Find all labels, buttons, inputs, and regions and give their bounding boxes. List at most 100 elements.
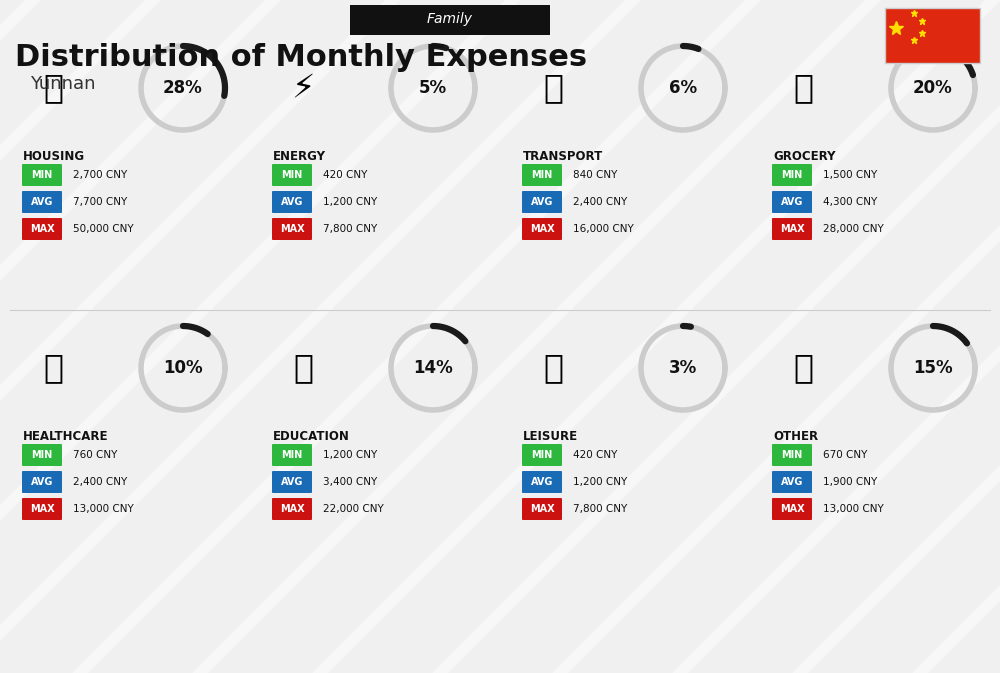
Text: 16,000 CNY: 16,000 CNY	[573, 224, 634, 234]
Text: AVG: AVG	[281, 197, 303, 207]
FancyBboxPatch shape	[522, 164, 562, 186]
Text: 💰: 💰	[793, 351, 813, 384]
Text: 2,400 CNY: 2,400 CNY	[573, 197, 627, 207]
Text: MAX: MAX	[780, 504, 804, 514]
Text: 13,000 CNY: 13,000 CNY	[73, 504, 134, 514]
FancyBboxPatch shape	[522, 471, 562, 493]
FancyBboxPatch shape	[772, 498, 812, 520]
Text: TRANSPORT: TRANSPORT	[523, 150, 603, 163]
Text: MIN: MIN	[31, 170, 53, 180]
FancyBboxPatch shape	[22, 444, 62, 466]
Text: MIN: MIN	[781, 170, 803, 180]
Text: ⚡: ⚡	[291, 71, 315, 104]
Text: 7,800 CNY: 7,800 CNY	[573, 504, 627, 514]
Text: 22,000 CNY: 22,000 CNY	[323, 504, 384, 514]
Text: 7,700 CNY: 7,700 CNY	[73, 197, 127, 207]
Text: 4,300 CNY: 4,300 CNY	[823, 197, 877, 207]
Text: 🏥: 🏥	[43, 351, 63, 384]
Text: MIN: MIN	[531, 450, 553, 460]
Text: 420 CNY: 420 CNY	[573, 450, 617, 460]
Text: 1,200 CNY: 1,200 CNY	[573, 477, 627, 487]
Text: 3%: 3%	[669, 359, 697, 377]
Text: 5%: 5%	[419, 79, 447, 97]
Text: 1,200 CNY: 1,200 CNY	[323, 197, 377, 207]
Text: AVG: AVG	[31, 477, 53, 487]
Text: 420 CNY: 420 CNY	[323, 170, 367, 180]
Text: MAX: MAX	[30, 224, 54, 234]
Text: MAX: MAX	[280, 504, 304, 514]
Text: GROCERY: GROCERY	[773, 150, 836, 163]
FancyBboxPatch shape	[772, 191, 812, 213]
Text: 14%: 14%	[413, 359, 453, 377]
Text: 7,800 CNY: 7,800 CNY	[323, 224, 377, 234]
Text: HEALTHCARE: HEALTHCARE	[23, 430, 108, 443]
Text: AVG: AVG	[531, 197, 553, 207]
Text: AVG: AVG	[531, 477, 553, 487]
Text: 1,200 CNY: 1,200 CNY	[323, 450, 377, 460]
Text: 2,700 CNY: 2,700 CNY	[73, 170, 127, 180]
Text: 🏢: 🏢	[43, 71, 63, 104]
Text: 1,500 CNY: 1,500 CNY	[823, 170, 877, 180]
FancyBboxPatch shape	[772, 444, 812, 466]
FancyBboxPatch shape	[272, 471, 312, 493]
Text: 🛍: 🛍	[543, 351, 563, 384]
FancyBboxPatch shape	[272, 218, 312, 240]
FancyBboxPatch shape	[22, 191, 62, 213]
Text: 13,000 CNY: 13,000 CNY	[823, 504, 884, 514]
Text: 28%: 28%	[163, 79, 203, 97]
Text: 2,400 CNY: 2,400 CNY	[73, 477, 127, 487]
Text: 🚌: 🚌	[543, 71, 563, 104]
Text: AVG: AVG	[281, 477, 303, 487]
Text: OTHER: OTHER	[773, 430, 818, 443]
FancyBboxPatch shape	[22, 218, 62, 240]
Text: Distribution of Monthly Expenses: Distribution of Monthly Expenses	[15, 43, 587, 72]
FancyBboxPatch shape	[272, 164, 312, 186]
Text: Yunnan: Yunnan	[30, 75, 96, 93]
FancyBboxPatch shape	[22, 471, 62, 493]
FancyBboxPatch shape	[522, 191, 562, 213]
FancyBboxPatch shape	[522, 498, 562, 520]
FancyBboxPatch shape	[772, 164, 812, 186]
Text: MIN: MIN	[781, 450, 803, 460]
Text: 1,900 CNY: 1,900 CNY	[823, 477, 877, 487]
Text: AVG: AVG	[31, 197, 53, 207]
Text: 15%: 15%	[913, 359, 953, 377]
Text: 🛒: 🛒	[793, 71, 813, 104]
Text: MAX: MAX	[530, 224, 554, 234]
Text: 🎓: 🎓	[293, 351, 313, 384]
Text: MAX: MAX	[530, 504, 554, 514]
Text: AVG: AVG	[781, 477, 803, 487]
Text: Family: Family	[427, 13, 473, 26]
Text: MIN: MIN	[281, 450, 303, 460]
FancyBboxPatch shape	[772, 218, 812, 240]
FancyBboxPatch shape	[22, 498, 62, 520]
Text: HOUSING: HOUSING	[23, 150, 85, 163]
Text: 50,000 CNY: 50,000 CNY	[73, 224, 134, 234]
Text: MAX: MAX	[30, 504, 54, 514]
Text: 20%: 20%	[913, 79, 953, 97]
Text: MIN: MIN	[531, 170, 553, 180]
FancyBboxPatch shape	[272, 191, 312, 213]
FancyBboxPatch shape	[772, 471, 812, 493]
FancyBboxPatch shape	[522, 444, 562, 466]
FancyBboxPatch shape	[22, 164, 62, 186]
FancyBboxPatch shape	[272, 444, 312, 466]
Text: 840 CNY: 840 CNY	[573, 170, 617, 180]
Text: AVG: AVG	[781, 197, 803, 207]
Text: ENERGY: ENERGY	[273, 150, 326, 163]
Text: MAX: MAX	[780, 224, 804, 234]
Text: 670 CNY: 670 CNY	[823, 450, 867, 460]
Text: MAX: MAX	[280, 224, 304, 234]
Text: 6%: 6%	[669, 79, 697, 97]
Text: LEISURE: LEISURE	[523, 430, 578, 443]
FancyBboxPatch shape	[350, 5, 550, 35]
Text: MIN: MIN	[281, 170, 303, 180]
Text: 28,000 CNY: 28,000 CNY	[823, 224, 884, 234]
Text: MIN: MIN	[31, 450, 53, 460]
FancyBboxPatch shape	[272, 498, 312, 520]
Text: 10%: 10%	[163, 359, 203, 377]
FancyBboxPatch shape	[885, 8, 980, 63]
Text: 3,400 CNY: 3,400 CNY	[323, 477, 377, 487]
Text: EDUCATION: EDUCATION	[273, 430, 350, 443]
FancyBboxPatch shape	[522, 218, 562, 240]
